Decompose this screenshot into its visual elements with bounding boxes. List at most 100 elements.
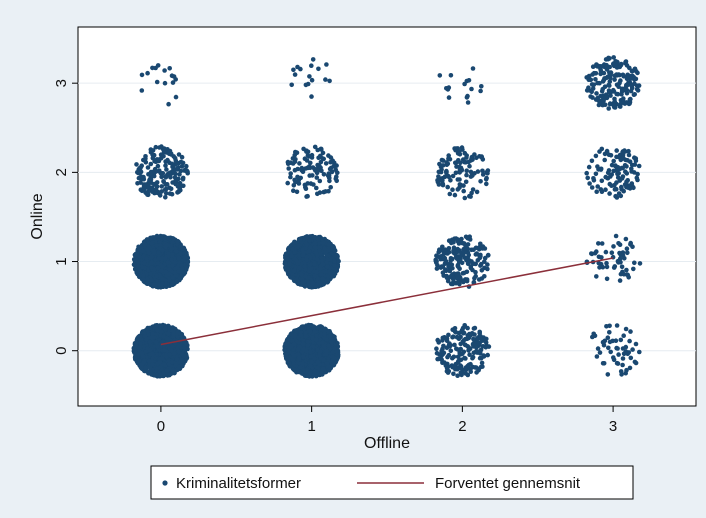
data-point	[444, 345, 450, 351]
data-point	[164, 242, 170, 248]
data-point	[286, 361, 292, 367]
data-point	[135, 260, 141, 265]
data-point	[616, 352, 621, 357]
data-point	[308, 363, 313, 369]
data-point	[171, 331, 176, 337]
data-point	[160, 264, 165, 270]
data-point	[160, 281, 165, 286]
data-point	[471, 350, 477, 356]
data-point	[162, 326, 168, 332]
data-point	[480, 344, 486, 349]
data-point	[606, 345, 611, 351]
data-point	[615, 346, 620, 351]
data-point	[167, 277, 172, 283]
data-point	[141, 260, 147, 266]
data-point	[159, 236, 165, 242]
data-point	[322, 331, 327, 337]
data-point	[446, 332, 451, 338]
data-point	[315, 325, 321, 330]
data-point	[459, 329, 464, 335]
data-point	[458, 334, 463, 340]
data-point	[624, 367, 629, 373]
data-point	[131, 262, 137, 267]
data-point	[434, 350, 440, 356]
data-point	[439, 348, 444, 354]
data-point	[174, 356, 180, 362]
data-point	[182, 254, 188, 260]
data-point	[628, 329, 633, 334]
data-point	[298, 332, 304, 338]
data-point	[178, 251, 183, 257]
data-point	[471, 326, 477, 331]
data-point	[167, 352, 172, 358]
data-point	[478, 334, 483, 340]
data-point	[601, 361, 607, 366]
data-point	[162, 347, 167, 353]
data-point	[325, 328, 331, 334]
data-point	[145, 246, 151, 252]
data-point	[149, 265, 154, 270]
data-point	[309, 359, 315, 365]
data-point	[448, 348, 454, 354]
data-point	[314, 333, 319, 339]
data-point	[173, 249, 179, 254]
data-point	[150, 351, 155, 357]
data-point	[147, 339, 153, 345]
data-point	[147, 325, 153, 331]
data-point	[291, 353, 297, 358]
data-point	[290, 338, 295, 344]
data-point	[161, 334, 167, 339]
data-point	[155, 328, 160, 333]
data-point	[479, 360, 485, 366]
data-point	[451, 334, 456, 340]
data-point	[138, 334, 143, 339]
data-point	[299, 325, 305, 331]
data-point	[434, 346, 439, 352]
data-point	[465, 363, 470, 369]
data-point	[590, 334, 595, 340]
data-point	[451, 371, 456, 377]
data-point	[146, 358, 152, 364]
data-point	[138, 341, 143, 346]
data-point	[462, 324, 468, 329]
data-point	[446, 352, 452, 358]
data-point	[620, 356, 626, 361]
data-point	[157, 356, 163, 362]
data-point	[477, 329, 483, 335]
data-point	[171, 236, 176, 242]
data-point	[317, 352, 322, 358]
data-point	[145, 237, 150, 242]
data-point	[176, 349, 182, 354]
data-point	[170, 368, 175, 373]
data-point	[154, 340, 159, 345]
data-point	[445, 370, 451, 375]
data-point	[179, 263, 184, 268]
data-point	[283, 351, 289, 357]
data-point	[455, 360, 461, 365]
data-point	[618, 369, 624, 374]
data-point	[627, 338, 632, 344]
data-point	[149, 335, 155, 340]
data-point	[133, 253, 138, 259]
data-point	[320, 366, 326, 372]
data-point	[470, 354, 476, 360]
data-point	[132, 355, 138, 361]
data-point	[166, 336, 171, 342]
data-point	[285, 336, 291, 342]
data-point	[158, 372, 163, 378]
data-point	[144, 255, 149, 261]
data-point	[149, 260, 155, 265]
data-point	[458, 346, 464, 352]
data-point	[166, 235, 171, 241]
data-point	[167, 372, 172, 378]
data-point	[300, 361, 305, 367]
data-point	[295, 352, 301, 357]
data-point	[170, 263, 175, 269]
data-point	[139, 350, 145, 356]
data-point	[308, 323, 314, 328]
data-point	[159, 323, 164, 329]
data-point	[320, 362, 326, 367]
data-point	[330, 337, 336, 343]
data-point	[610, 338, 615, 344]
data-point	[308, 329, 313, 334]
